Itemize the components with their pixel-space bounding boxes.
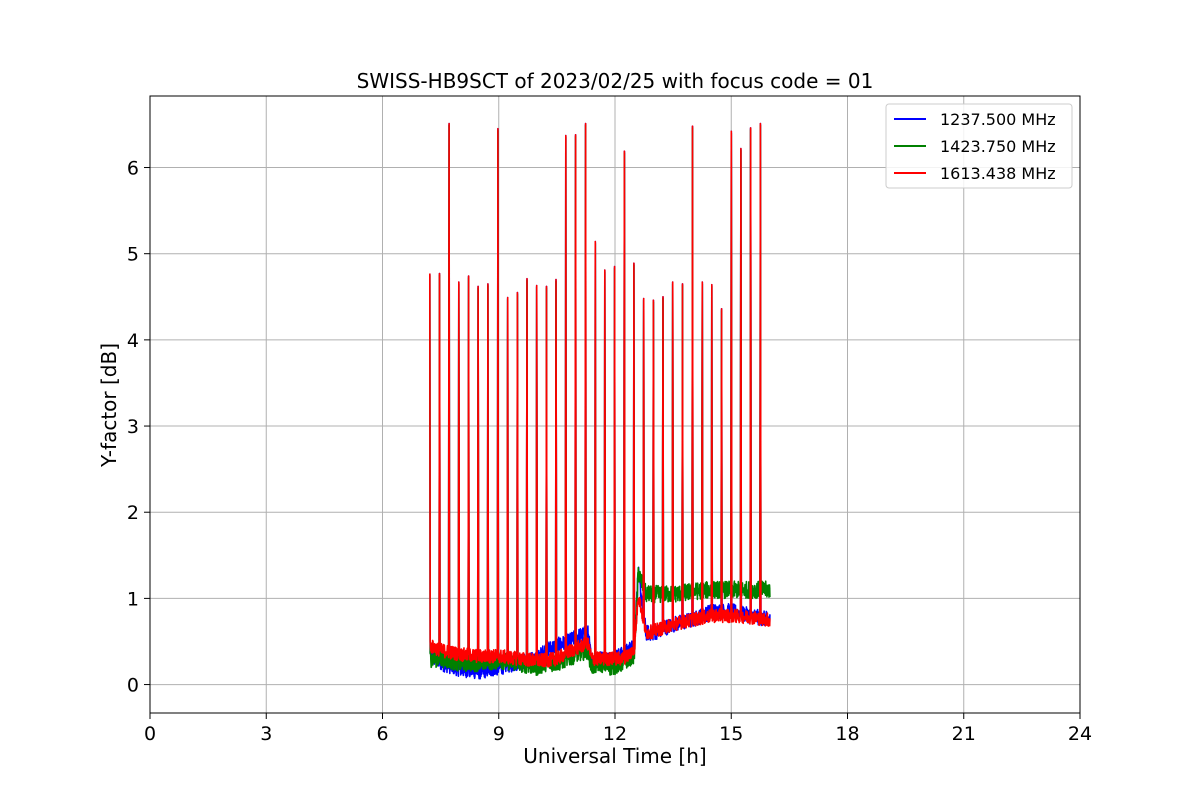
x-tick-label: 18	[835, 723, 859, 745]
y-tick-label: 6	[127, 158, 139, 180]
y-tick-label: 3	[127, 416, 139, 438]
series-layer	[428, 122, 771, 680]
y-tick-label: 2	[127, 502, 139, 524]
y-tick-label: 4	[127, 330, 139, 352]
x-tick-label: 0	[144, 723, 156, 745]
x-tick-label: 3	[260, 723, 272, 745]
y-tick-label: 0	[127, 675, 139, 697]
y-tick-label: 1	[127, 588, 139, 610]
legend: 1237.500 MHz 1423.750 MHz 1613.438 MHz	[885, 103, 1073, 189]
x-tick-label: 21	[952, 723, 976, 745]
y-tick-label: 5	[127, 244, 139, 266]
legend-label: 1613.438 MHz	[940, 164, 1056, 183]
legend-label: 1423.750 MHz	[940, 137, 1056, 156]
series-line-3	[428, 122, 771, 668]
x-tick-label: 6	[376, 723, 388, 745]
x-tick-label: 15	[719, 723, 743, 745]
x-tick-label: 9	[493, 723, 505, 745]
legend-box	[885, 103, 1073, 189]
x-tick-label: 12	[603, 723, 627, 745]
chart-title: SWISS-HB9SCT of 2023/02/25 with focus co…	[357, 69, 874, 93]
legend-label: 1237.500 MHz	[940, 110, 1056, 129]
x-tick-label: 24	[1068, 723, 1092, 745]
y-axis-label: Y-factor [dB]	[97, 343, 121, 468]
x-axis-label: Universal Time [h]	[523, 744, 706, 768]
